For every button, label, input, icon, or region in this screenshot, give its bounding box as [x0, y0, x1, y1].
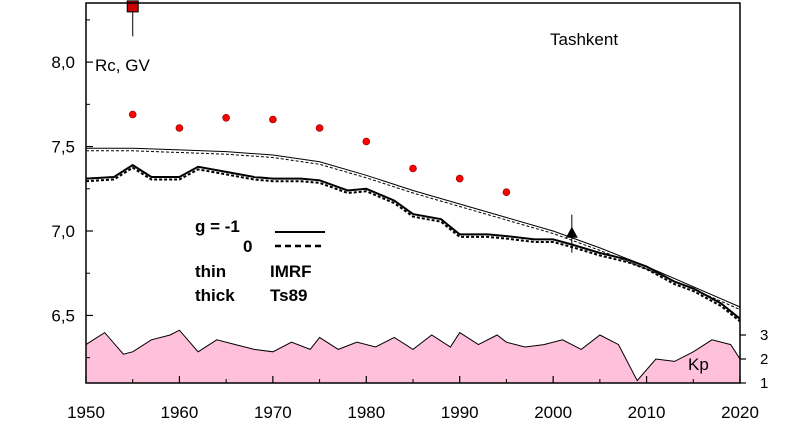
legend-g-minus1: g = -1	[195, 217, 240, 236]
kp-axis-label: Kp	[688, 355, 709, 374]
rigidity-lines-layer	[85, 147, 741, 323]
legend: g = -1 0 thin IMRF thick Ts89	[195, 217, 325, 305]
kp-tick-label: 2	[760, 351, 768, 368]
ts89-solid-line	[85, 163, 741, 320]
axes-layer: 1950 1960 1970 1980 1990 2000 2010 2020 6,5 7,0 7,…	[51, 19, 768, 422]
x-tick-label: 1950	[67, 403, 105, 422]
kp-tick-label: 1	[760, 375, 768, 392]
observation-point	[362, 137, 371, 146]
y-axis-label: Rc, GV	[95, 56, 150, 75]
x-tick-label: 1970	[254, 403, 292, 422]
triangle-point	[565, 226, 578, 238]
kp-area-layer	[85, 329, 741, 383]
observation-point	[175, 124, 184, 132]
square-point	[126, 0, 139, 13]
legend-thin: thin	[195, 262, 226, 281]
legend-imrf: IMRF	[270, 262, 312, 281]
x-tick-label: 2020	[721, 403, 759, 422]
x-tick-label: 1960	[161, 403, 199, 422]
y-tick-label: 8,0	[51, 53, 75, 72]
x-tick-label: 2000	[534, 403, 572, 422]
observation-point	[502, 188, 511, 196]
station-label: Tashkent	[550, 30, 618, 49]
observation-point	[222, 114, 230, 122]
observation-point	[269, 115, 277, 124]
kp-tick-label: 3	[760, 327, 768, 344]
observation-point	[315, 124, 324, 132]
x-tick-label: 1980	[347, 403, 385, 422]
x-tick-label: 2010	[628, 403, 666, 422]
y-tick-label: 7,0	[51, 222, 75, 241]
kp-outline	[85, 329, 741, 382]
legend-ts89: Ts89	[270, 286, 308, 305]
observation-point	[409, 164, 417, 173]
kp-area	[86, 330, 740, 383]
legend-thick: thick	[195, 286, 235, 305]
x-tick-label: 1990	[441, 403, 479, 422]
y-tick-label: 7,5	[51, 138, 75, 157]
observation-points-layer	[126, 0, 578, 253]
legend-g-zero: 0	[243, 237, 252, 256]
y-tick-label: 6,5	[51, 306, 75, 325]
observation-point	[128, 110, 137, 119]
observation-point	[455, 174, 464, 183]
ts89-dashed-line	[85, 166, 741, 323]
